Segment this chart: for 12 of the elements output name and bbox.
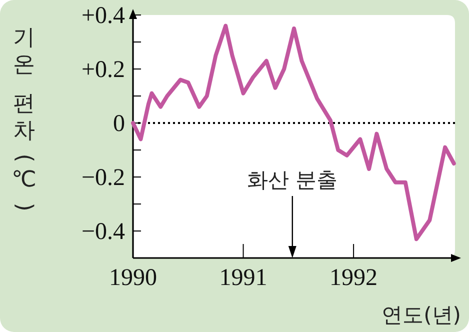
- x-tick-label: 1992: [330, 265, 378, 291]
- x-tick-label: 1991: [219, 265, 268, 291]
- y-tick-label: +0.4: [81, 3, 125, 29]
- annotation: 화산 분출: [247, 168, 338, 192]
- y-tick-label: +0.2: [81, 57, 125, 83]
- x-tick-label: 1990: [109, 265, 157, 291]
- line-series: [131, 24, 456, 242]
- y-axis-title: 기온 편차(℃): [12, 26, 36, 212]
- y-tick-label: −0.2: [81, 165, 125, 191]
- y-tick-label: 0: [113, 111, 125, 137]
- y-tick-label: −0.4: [81, 219, 125, 245]
- x-axis-title: 연도(년): [382, 303, 461, 327]
